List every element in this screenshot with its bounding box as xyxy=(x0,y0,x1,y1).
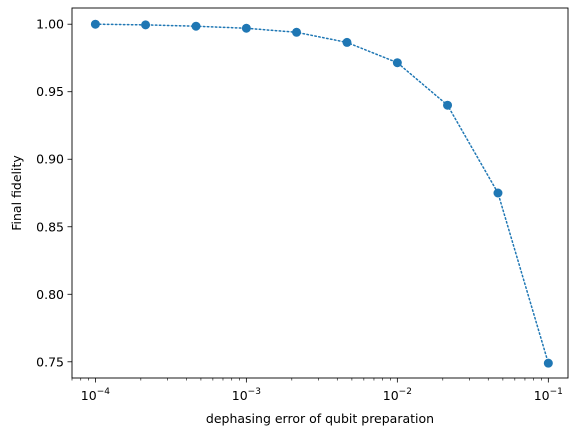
data-point xyxy=(443,100,453,110)
y-tick-label: 0.85 xyxy=(36,219,64,234)
y-tick-label: 1.00 xyxy=(36,17,64,32)
plot-frame xyxy=(71,7,569,379)
x-tick-label-exponent: −3 xyxy=(248,387,261,397)
x-tick-label-base: 10 xyxy=(232,388,248,403)
y-tick-label: 0.95 xyxy=(36,84,64,99)
x-tick-label-base: 10 xyxy=(383,388,399,403)
data-point xyxy=(342,37,352,47)
y-tick-label: 0.75 xyxy=(36,354,64,369)
data-point xyxy=(191,21,201,31)
x-axis-label: dephasing error of qubit preparation xyxy=(206,411,434,426)
data-point xyxy=(493,188,503,198)
x-tick-label-exponent: −1 xyxy=(550,387,563,397)
x-axis: 10−4 10−3 10−2 10−1 xyxy=(71,378,563,403)
data-point xyxy=(543,358,553,368)
data-point xyxy=(141,20,151,30)
series-layer xyxy=(90,19,553,368)
x-tick-label: 10−3 xyxy=(232,387,261,403)
data-point xyxy=(241,23,251,33)
y-tick-label: 0.90 xyxy=(36,152,64,167)
y-axis: 0.75 0.80 0.85 0.90 0.95 1.00 xyxy=(36,17,72,369)
x-tick-label-exponent: −2 xyxy=(399,387,412,397)
y-axis-label: Final fidelity xyxy=(9,155,24,231)
y-tick-label: 0.80 xyxy=(36,287,64,302)
x-tick-label-base: 10 xyxy=(81,388,97,403)
data-point xyxy=(292,27,302,37)
x-tick-label-exponent: −4 xyxy=(97,387,111,397)
x-tick-label: 10−2 xyxy=(383,387,412,403)
x-tick-label-base: 10 xyxy=(534,388,550,403)
data-point xyxy=(392,58,402,68)
series-line xyxy=(94,23,550,364)
x-tick-label: 10−1 xyxy=(534,387,563,403)
x-tick-label: 10−4 xyxy=(81,387,110,403)
data-point xyxy=(90,19,100,29)
